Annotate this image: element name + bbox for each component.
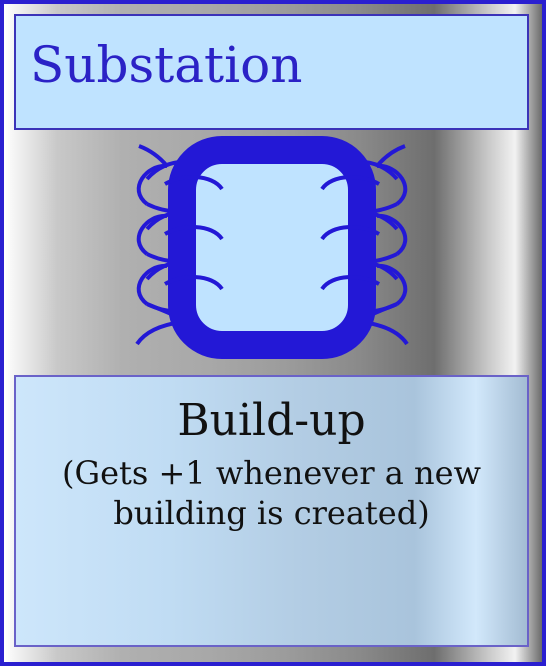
core-icon: [168, 136, 376, 359]
ability-box: Build-up (Gets +1 whenever a new buildin…: [14, 375, 529, 647]
ability-text: (Gets +1 whenever a new building is crea…: [62, 454, 481, 532]
transformer-icon: [127, 134, 417, 364]
title-box: Substation: [14, 14, 529, 130]
ability-name: Build-up: [177, 395, 366, 446]
card-title: Substation: [30, 36, 303, 94]
